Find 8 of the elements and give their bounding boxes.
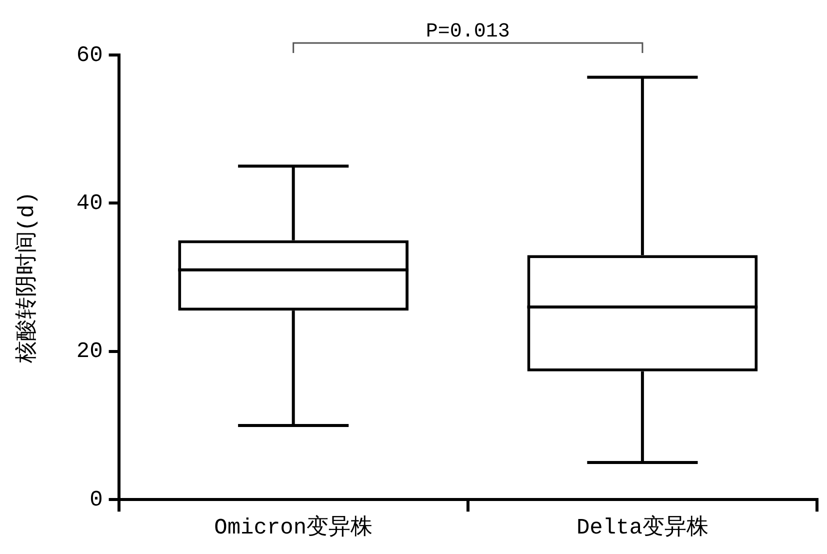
- x-tick-label: Omicron变异株: [214, 514, 373, 541]
- text: P=0.013: [426, 20, 510, 44]
- y-tick-label: 40: [76, 191, 103, 216]
- y-tick-label: 20: [76, 339, 103, 364]
- x-tick-label: Delta变异株: [576, 514, 708, 541]
- y-tick-label: 60: [76, 42, 103, 68]
- y-axis-title: 核酸转阴时间(d): [14, 191, 40, 364]
- y-tick-label: 0: [90, 487, 103, 512]
